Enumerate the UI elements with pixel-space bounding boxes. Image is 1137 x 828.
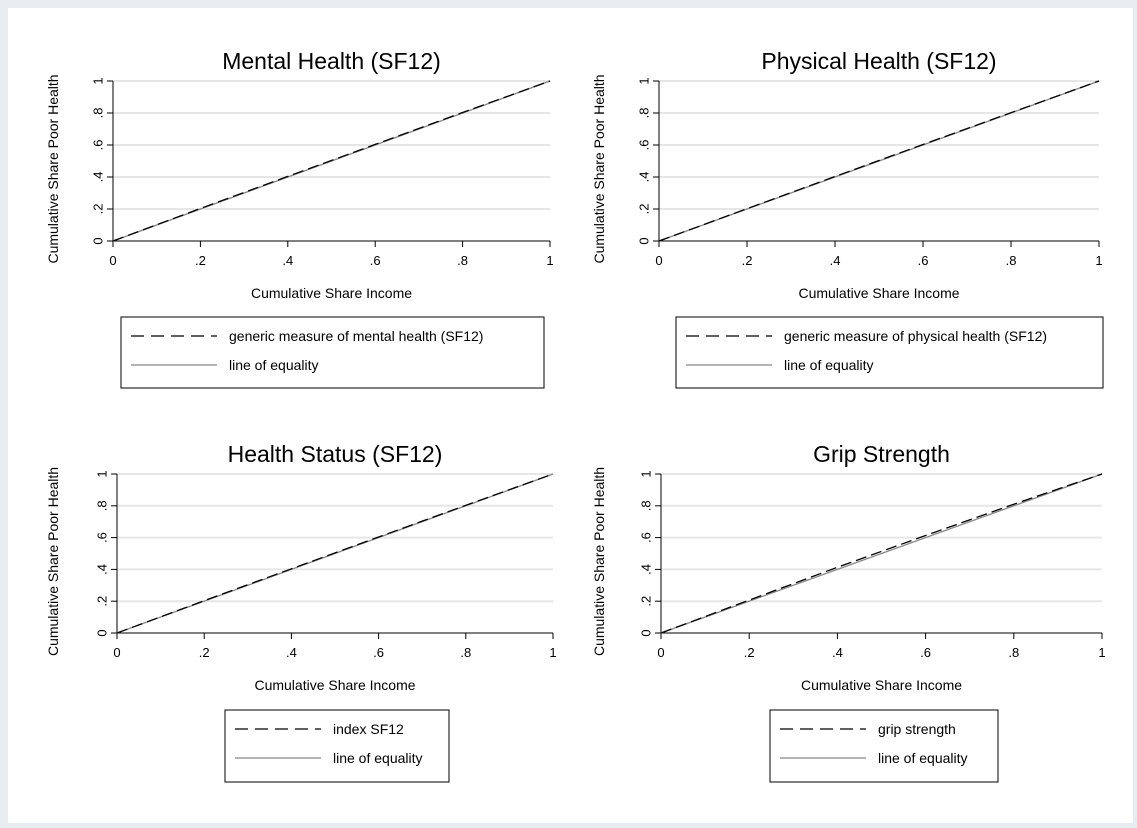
x-tick-label: 0 <box>657 645 664 660</box>
y-tick-label: .6 <box>94 532 109 543</box>
y-tick-label: .8 <box>90 108 105 119</box>
y-axis-label: Cumulative Share Poor Health <box>45 467 61 656</box>
y-tick-label: .2 <box>94 596 109 607</box>
y-tick-label: .8 <box>636 108 651 119</box>
y-axis-label: Cumulative Share Poor Health <box>45 74 61 263</box>
chart-panel: Mental Health (SF12) 0 .2 .4 .6 .8 1 0 .2 .4 .6 .8 1… <box>45 48 554 389</box>
y-tick-label: .4 <box>90 172 105 183</box>
y-tick-label: .2 <box>636 204 651 215</box>
y-tick-label: .4 <box>94 564 109 575</box>
chart-panel: Health Status (SF12) 0 .2 .4 .6 .8 1 0 .2 .4 .6 .8 1… <box>45 441 557 783</box>
chart-legend: generic measure of mental health (SF12) l… <box>120 316 545 389</box>
x-tick-label: 1 <box>549 645 556 660</box>
x-tick-label: .2 <box>742 253 753 268</box>
legend-label: line of equality <box>878 750 968 766</box>
y-axis-label: Cumulative Share Poor Health <box>591 467 607 656</box>
series-line-dashed <box>112 80 551 242</box>
x-tick-label: 0 <box>655 253 662 268</box>
x-tick-label: .4 <box>830 253 841 268</box>
y-tick-label: .8 <box>638 500 653 511</box>
x-tick-label: .4 <box>832 645 843 660</box>
x-tick-label: .8 <box>460 645 471 660</box>
x-tick-label: .6 <box>920 645 931 660</box>
legend-label: generic measure of mental health (SF12) <box>229 328 483 344</box>
y-tick-label: .4 <box>638 564 653 575</box>
x-tick-label: .8 <box>1006 253 1017 268</box>
y-axis-label: Cumulative Share Poor Health <box>591 74 607 263</box>
y-tick-label: .6 <box>638 532 653 543</box>
y-tick-label: 1 <box>638 470 653 477</box>
chart-figure: Mental Health (SF12) 0 .2 .4 .6 .8 1 0 .2 .4 .6 .8 1… <box>45 48 1106 783</box>
series-line-dashed <box>660 473 1103 634</box>
y-tick-label: 1 <box>94 470 109 477</box>
x-tick-label: .8 <box>1008 645 1019 660</box>
chart-title: Health Status (SF12) <box>228 441 443 467</box>
series-line-equality <box>660 473 1103 634</box>
x-axis-label: Cumulative Share Income <box>798 285 959 301</box>
y-tick-label: 0 <box>636 237 651 244</box>
x-axis-label: Cumulative Share Income <box>801 677 962 693</box>
x-tick-label: 0 <box>113 645 120 660</box>
legend-box <box>120 316 545 389</box>
chart-title: Grip Strength <box>813 441 950 467</box>
chart-legend: grip strength line of equality <box>769 709 999 783</box>
chart-title: Mental Health (SF12) <box>222 48 441 74</box>
x-tick-label: .6 <box>370 253 381 268</box>
legend-label: line of equality <box>229 357 319 373</box>
y-tick-label: .8 <box>94 500 109 511</box>
x-tick-label: 1 <box>1095 253 1102 268</box>
y-tick-label: .6 <box>636 140 651 151</box>
x-tick-label: .2 <box>195 253 206 268</box>
y-tick-label: 0 <box>638 629 653 636</box>
legend-box <box>769 709 999 783</box>
x-tick-label: .6 <box>373 645 384 660</box>
x-tick-label: .2 <box>744 645 755 660</box>
legend-label: generic measure of physical health (SF12… <box>784 328 1047 344</box>
x-axis-label: Cumulative Share Income <box>251 285 412 301</box>
legend-label: line of equality <box>333 750 423 766</box>
y-tick-label: .4 <box>636 172 651 183</box>
legend-label: index SF12 <box>333 721 404 737</box>
x-tick-label: .8 <box>457 253 468 268</box>
y-tick-label: .2 <box>638 596 653 607</box>
series-line-dashed <box>658 80 1100 242</box>
x-tick-label: .4 <box>286 645 297 660</box>
chart-legend: generic measure of physical health (SF12… <box>675 316 1104 389</box>
legend-label: grip strength <box>878 721 956 737</box>
chart-panel: Physical Health (SF12) 0 .2 .4 .6 .8 1 0 .2 .4 .6.… <box>591 48 1104 389</box>
legend-box <box>675 316 1104 389</box>
chart-legend: index SF12 line of equality <box>224 709 450 783</box>
y-tick-label: .6 <box>90 140 105 151</box>
x-tick-label: 1 <box>1098 645 1105 660</box>
x-tick-label: .4 <box>282 253 293 268</box>
series-line-dashed <box>116 473 554 634</box>
y-tick-label: 1 <box>90 77 105 84</box>
figure-frame: Mental Health (SF12) 0 .2 .4 .6 .8 1 0 .2 .4 .6 .8 1… <box>8 8 1133 823</box>
legend-box <box>224 709 450 783</box>
chart-panel: Grip Strength 0 .2 .4 .6 .8 1 0 .2 .4 .6 .8 1 Cumulat… <box>591 441 1106 783</box>
x-tick-label: .2 <box>199 645 210 660</box>
legend-label: line of equality <box>784 357 874 373</box>
x-tick-label: .6 <box>918 253 929 268</box>
y-tick-label: 0 <box>94 629 109 636</box>
y-tick-label: .2 <box>90 204 105 215</box>
x-axis-label: Cumulative Share Income <box>254 677 415 693</box>
x-tick-label: 0 <box>109 253 116 268</box>
x-tick-label: 1 <box>546 253 553 268</box>
y-tick-label: 0 <box>90 237 105 244</box>
chart-title: Physical Health (SF12) <box>761 48 996 74</box>
y-tick-label: 1 <box>636 77 651 84</box>
